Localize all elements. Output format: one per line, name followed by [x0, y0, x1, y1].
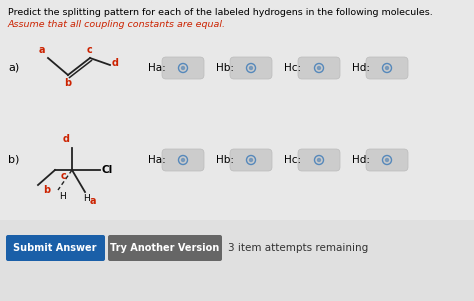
- Text: Hc:: Hc:: [284, 63, 301, 73]
- FancyBboxPatch shape: [6, 235, 105, 261]
- Text: d: d: [63, 134, 70, 144]
- Text: Hd:: Hd:: [352, 63, 370, 73]
- Text: Predict the splitting pattern for each of the labeled hydrogens in the following: Predict the splitting pattern for each o…: [8, 8, 433, 17]
- Text: Try Another Version: Try Another Version: [110, 243, 219, 253]
- FancyBboxPatch shape: [230, 57, 272, 79]
- Text: 3 item attempts remaining: 3 item attempts remaining: [228, 243, 368, 253]
- Circle shape: [318, 67, 320, 70]
- Text: a): a): [8, 63, 19, 73]
- Text: a: a: [90, 196, 97, 206]
- Text: Hc:: Hc:: [284, 155, 301, 165]
- Circle shape: [318, 159, 320, 162]
- Text: Submit Answer: Submit Answer: [13, 243, 97, 253]
- FancyBboxPatch shape: [0, 220, 474, 301]
- Text: Hd:: Hd:: [352, 155, 370, 165]
- FancyBboxPatch shape: [230, 149, 272, 171]
- Circle shape: [249, 159, 253, 162]
- Circle shape: [182, 159, 184, 162]
- Text: Ha:: Ha:: [148, 155, 166, 165]
- Text: H: H: [83, 194, 90, 203]
- Text: Hb:: Hb:: [216, 155, 234, 165]
- FancyBboxPatch shape: [162, 57, 204, 79]
- Text: Hb:: Hb:: [216, 63, 234, 73]
- Text: b: b: [64, 78, 72, 88]
- Text: c: c: [87, 45, 93, 55]
- Circle shape: [249, 67, 253, 70]
- Circle shape: [182, 67, 184, 70]
- Text: Ha:: Ha:: [148, 63, 166, 73]
- Text: a: a: [38, 45, 45, 55]
- Text: Cl: Cl: [102, 165, 113, 175]
- Circle shape: [385, 67, 389, 70]
- Text: H: H: [59, 192, 66, 201]
- Text: b: b: [43, 185, 50, 195]
- Text: Assume that all coupling constants are equal.: Assume that all coupling constants are e…: [8, 20, 226, 29]
- Text: d: d: [112, 58, 119, 68]
- FancyBboxPatch shape: [366, 57, 408, 79]
- FancyBboxPatch shape: [162, 149, 204, 171]
- Circle shape: [385, 159, 389, 162]
- FancyBboxPatch shape: [366, 149, 408, 171]
- Text: b): b): [8, 155, 19, 165]
- FancyBboxPatch shape: [108, 235, 222, 261]
- FancyBboxPatch shape: [298, 149, 340, 171]
- FancyBboxPatch shape: [298, 57, 340, 79]
- Text: c: c: [61, 171, 67, 181]
